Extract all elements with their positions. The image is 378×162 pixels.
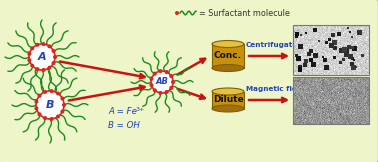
Circle shape bbox=[36, 91, 64, 119]
Text: Conc.: Conc. bbox=[214, 52, 242, 60]
Circle shape bbox=[30, 64, 34, 68]
Circle shape bbox=[37, 94, 42, 98]
Circle shape bbox=[60, 110, 64, 114]
Circle shape bbox=[42, 68, 46, 72]
Text: Magnetic field: Magnetic field bbox=[246, 86, 305, 92]
Circle shape bbox=[43, 90, 47, 94]
Circle shape bbox=[62, 103, 66, 107]
Circle shape bbox=[27, 52, 31, 56]
Circle shape bbox=[43, 116, 47, 120]
Circle shape bbox=[153, 88, 157, 92]
Ellipse shape bbox=[212, 40, 244, 47]
Circle shape bbox=[50, 89, 54, 93]
Circle shape bbox=[56, 92, 60, 95]
Circle shape bbox=[151, 71, 173, 93]
Circle shape bbox=[36, 67, 39, 71]
Ellipse shape bbox=[212, 64, 244, 71]
Circle shape bbox=[175, 11, 179, 15]
Bar bbox=[212, 44, 244, 68]
Text: A = Fe: A = Fe bbox=[108, 108, 137, 116]
Ellipse shape bbox=[212, 105, 244, 112]
Text: –: – bbox=[134, 120, 137, 125]
Text: B: B bbox=[46, 100, 54, 110]
Circle shape bbox=[37, 112, 42, 116]
Circle shape bbox=[47, 66, 51, 70]
Circle shape bbox=[34, 100, 39, 104]
Circle shape bbox=[29, 44, 55, 70]
Circle shape bbox=[171, 80, 175, 84]
Bar bbox=[293, 77, 369, 124]
Circle shape bbox=[36, 43, 39, 47]
Circle shape bbox=[164, 90, 169, 94]
Circle shape bbox=[60, 97, 64, 100]
Circle shape bbox=[30, 46, 34, 50]
Circle shape bbox=[158, 69, 163, 73]
Circle shape bbox=[34, 106, 39, 110]
Text: Dilute: Dilute bbox=[212, 96, 243, 104]
Circle shape bbox=[164, 70, 169, 74]
Ellipse shape bbox=[212, 88, 244, 95]
Circle shape bbox=[51, 49, 56, 53]
Bar bbox=[212, 92, 244, 109]
Circle shape bbox=[169, 86, 173, 90]
Bar bbox=[293, 25, 369, 75]
Circle shape bbox=[56, 115, 60, 119]
Text: B = OH: B = OH bbox=[108, 121, 140, 129]
Circle shape bbox=[42, 42, 46, 46]
Circle shape bbox=[47, 44, 51, 48]
Text: A: A bbox=[38, 52, 46, 62]
Circle shape bbox=[149, 83, 153, 87]
Text: AB: AB bbox=[156, 77, 169, 87]
Text: = Surfactant molecule: = Surfactant molecule bbox=[199, 8, 290, 17]
Circle shape bbox=[169, 74, 173, 78]
Circle shape bbox=[149, 77, 153, 81]
Circle shape bbox=[53, 55, 57, 59]
Text: 3+: 3+ bbox=[136, 107, 145, 112]
Circle shape bbox=[51, 61, 56, 65]
Circle shape bbox=[158, 91, 163, 95]
Circle shape bbox=[27, 58, 31, 62]
Circle shape bbox=[50, 117, 54, 121]
Text: Centrifugation: Centrifugation bbox=[246, 42, 306, 48]
Circle shape bbox=[153, 72, 157, 76]
